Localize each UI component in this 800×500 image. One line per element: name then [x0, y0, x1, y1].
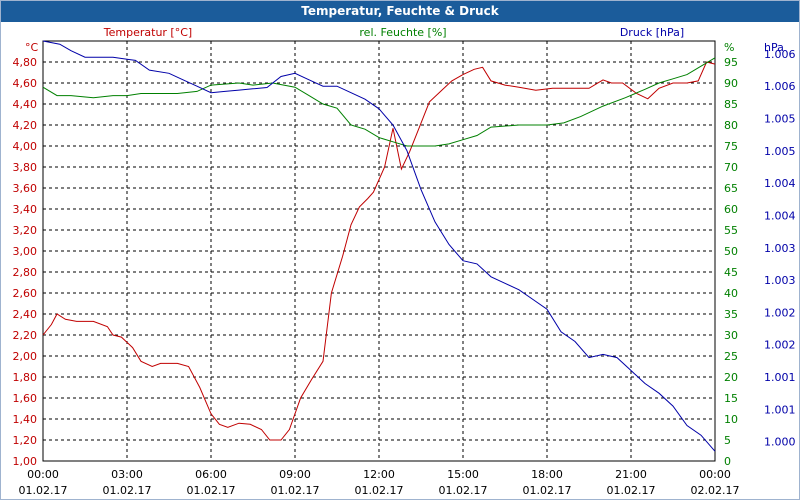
series-lines [42, 40, 716, 452]
temperature-tick-label: 2,20 [13, 329, 38, 342]
humidity-tick-label: 40 [724, 287, 738, 300]
x-tick-date-label: 01.02.17 [439, 484, 488, 497]
temperature-tick-label: 1,40 [13, 413, 38, 426]
x-tick-time-label: 06:00 [195, 468, 227, 481]
x-tick-time-label: 21:00 [615, 468, 647, 481]
tick-labels: 1,00 0 1,20 5 1,40 10 1,60 15 1,80 20 2,00 25 2,20 30… [13, 48, 796, 497]
x-tick-date-label: 01.02.17 [523, 484, 572, 497]
x-tick-date-label: 02.02.17 [691, 484, 740, 497]
humidity-axis-label: rel. Feuchte [%] [359, 26, 446, 39]
humidity-tick-label: 90 [724, 77, 738, 90]
pressure-tick-label: 1.004 [764, 177, 796, 190]
grid-lines [43, 41, 715, 461]
temperature-unit-label: °C [25, 41, 39, 54]
temperature-tick-label: 1,00 [13, 455, 38, 468]
temperature-tick-label: 2,40 [13, 308, 38, 321]
temperature-tick-label: 2,60 [13, 287, 38, 300]
plot-area-border [42, 40, 716, 462]
series-line-humidity [42, 57, 716, 147]
temperature-tick-label: 1,60 [13, 392, 38, 405]
humidity-tick-label: 20 [724, 371, 738, 384]
pressure-tick-label: 1.006 [764, 48, 796, 61]
x-tick-time-label: 00:00 [27, 468, 59, 481]
pressure-unit-label: hPa [764, 41, 784, 54]
pressure-tick-label: 1.001 [764, 403, 796, 416]
humidity-tick-label: 55 [724, 224, 738, 237]
temperature-tick-label: 2,80 [13, 266, 38, 279]
humidity-tick-label: 80 [724, 119, 738, 132]
x-tick-date-label: 01.02.17 [355, 484, 404, 497]
temperature-tick-label: 4,40 [13, 98, 38, 111]
humidity-tick-label: 30 [724, 329, 738, 342]
humidity-tick-label: 75 [724, 140, 738, 153]
humidity-tick-label: 70 [724, 161, 738, 174]
humidity-tick-label: 35 [724, 308, 738, 321]
pressure-tick-label: 1.003 [764, 242, 796, 255]
temperature-tick-label: 4,80 [13, 56, 38, 69]
pressure-tick-label: 1.001 [764, 371, 796, 384]
humidity-tick-label: 25 [724, 350, 738, 363]
x-tick-date-label: 01.02.17 [607, 484, 656, 497]
series-line-pressure [42, 40, 716, 452]
pressure-tick-label: 1.002 [764, 306, 796, 319]
pressure-tick-label: 1.005 [764, 145, 796, 158]
pressure-tick-label: 1.005 [764, 113, 796, 126]
x-tick-date-label: 01.02.17 [271, 484, 320, 497]
humidity-tick-label: 60 [724, 203, 738, 216]
temperature-tick-label: 4,60 [13, 77, 38, 90]
humidity-tick-label: 85 [724, 98, 738, 111]
x-tick-date-label: 01.02.17 [187, 484, 236, 497]
pressure-tick-label: 1.006 [764, 80, 796, 93]
humidity-tick-label: 45 [724, 266, 738, 279]
temperature-tick-label: 1,80 [13, 371, 38, 384]
humidity-tick-label: 95 [724, 56, 738, 69]
humidity-tick-label: 10 [724, 413, 738, 426]
pressure-tick-label: 1.000 [764, 436, 796, 449]
humidity-tick-label: 50 [724, 245, 738, 258]
pressure-axis-label: Druck [hPa] [620, 26, 684, 39]
temperature-tick-label: 4,20 [13, 119, 38, 132]
x-tick-time-label: 03:00 [111, 468, 143, 481]
humidity-tick-label: 0 [724, 455, 731, 468]
humidity-tick-label: 15 [724, 392, 738, 405]
temperature-tick-label: 1,20 [13, 434, 38, 447]
temperature-tick-label: 3,60 [13, 182, 38, 195]
pressure-tick-label: 1.004 [764, 209, 796, 222]
x-tick-time-label: 12:00 [363, 468, 395, 481]
humidity-unit-label: % [724, 41, 734, 54]
x-tick-date-label: 01.02.17 [19, 484, 68, 497]
temperature-tick-label: 3,80 [13, 161, 38, 174]
temperature-tick-label: 3,00 [13, 245, 38, 258]
humidity-tick-label: 5 [724, 434, 731, 447]
x-tick-time-label: 18:00 [531, 468, 563, 481]
series-line-temperature [42, 61, 716, 441]
x-tick-time-label: 09:00 [279, 468, 311, 481]
temperature-axis-label: Temperatur [°C] [103, 26, 192, 39]
x-tick-time-label: 15:00 [447, 468, 479, 481]
pressure-tick-label: 1.002 [764, 339, 796, 352]
temperature-tick-label: 2,00 [13, 350, 38, 363]
x-tick-date-label: 01.02.17 [103, 484, 152, 497]
pressure-tick-label: 1.003 [764, 274, 796, 287]
humidity-tick-label: 65 [724, 182, 738, 195]
temperature-tick-label: 4,00 [13, 140, 38, 153]
x-tick-time-label: 00:00 [699, 468, 731, 481]
temperature-tick-label: 3,40 [13, 203, 38, 216]
temperature-tick-label: 3,20 [13, 224, 38, 237]
window-title: Temperatur, Feuchte & Druck [1, 1, 799, 22]
